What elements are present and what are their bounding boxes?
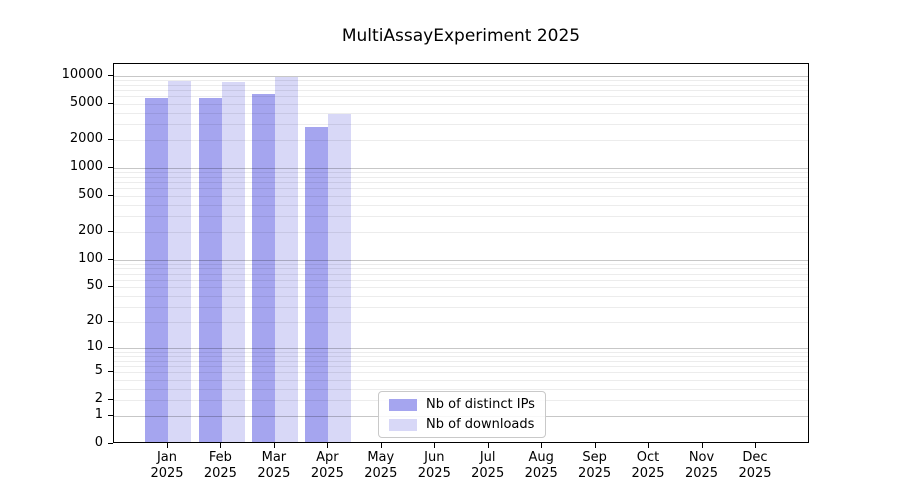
x-tick-mark xyxy=(327,443,329,448)
y-tick-label: 10000 xyxy=(61,67,103,82)
y-tick-mark xyxy=(108,231,113,233)
y-tick-mark xyxy=(108,102,113,104)
bar xyxy=(274,76,298,442)
x-tick-label: Jul 2025 xyxy=(456,450,520,482)
x-tick-mark xyxy=(273,443,275,448)
x-tick-label: Mar 2025 xyxy=(242,450,306,482)
x-tick-mark xyxy=(380,443,382,448)
x-tick-year: 2025 xyxy=(738,466,772,481)
x-tick-label: Aug 2025 xyxy=(509,450,573,482)
y-tick-mark xyxy=(108,167,113,168)
legend-label: Nb of downloads xyxy=(426,417,535,432)
legend-item: Nb of downloads xyxy=(389,417,535,432)
x-tick-month: Jul xyxy=(479,450,496,465)
x-tick-label: Oct 2025 xyxy=(616,450,680,482)
y-tick-mark xyxy=(108,258,113,260)
x-tick-month: Mar xyxy=(261,450,287,465)
bar xyxy=(251,93,275,442)
x-tick-label: Jan 2025 xyxy=(135,450,199,482)
x-tick-year: 2025 xyxy=(471,466,505,481)
x-tick-label: Nov 2025 xyxy=(670,450,734,482)
x-tick-year: 2025 xyxy=(257,466,291,481)
y-tick-label: 100 xyxy=(78,250,103,266)
y-tick-label: 20 xyxy=(86,313,103,329)
x-tick-month: Jun xyxy=(424,450,445,465)
y-tick-label: 10 xyxy=(86,339,103,355)
x-tick-year: 2025 xyxy=(364,466,398,481)
x-tick-mark xyxy=(167,443,168,448)
x-tick-mark xyxy=(701,443,703,448)
y-tick-mark xyxy=(108,347,113,349)
x-tick-year: 2025 xyxy=(417,466,451,481)
x-tick-year: 2025 xyxy=(310,466,344,481)
x-tick-month: Dec xyxy=(742,450,768,465)
x-tick-mark xyxy=(541,443,543,448)
y-tick-mark xyxy=(108,139,113,141)
legend-swatch xyxy=(389,418,417,431)
bar xyxy=(168,81,191,442)
y-tick-label: 1 xyxy=(94,407,103,423)
y-tick-mark xyxy=(108,75,113,76)
x-tick-label: Dec 2025 xyxy=(723,450,787,482)
y-tick-mark xyxy=(108,285,113,287)
x-tick-mark xyxy=(220,443,222,448)
x-tick-mark xyxy=(594,443,596,448)
chart-title: MultiAssayExperiment 2025 xyxy=(341,26,581,46)
y-tick-mark xyxy=(108,321,113,323)
legend-swatch xyxy=(389,398,417,411)
plot-area xyxy=(113,63,809,443)
bar xyxy=(328,113,352,442)
y-tick-label: 5000 xyxy=(69,94,103,110)
x-tick-month: Nov xyxy=(688,450,715,465)
x-tick-year: 2025 xyxy=(631,466,665,481)
x-tick-month: May xyxy=(367,450,395,465)
y-tick-label: 1000 xyxy=(69,159,103,174)
y-tick-label: 2 xyxy=(94,391,103,407)
x-tick-mark xyxy=(434,443,436,448)
y-tick-mark xyxy=(108,194,113,196)
y-tick-label: 0 xyxy=(94,435,103,450)
bar xyxy=(145,97,168,442)
bars-layer xyxy=(114,64,808,442)
x-tick-mark xyxy=(755,443,756,448)
x-tick-year: 2025 xyxy=(203,466,237,481)
bar xyxy=(305,127,329,442)
bar xyxy=(198,97,222,442)
y-tick-label: 5 xyxy=(94,363,103,379)
x-tick-mark xyxy=(487,443,489,448)
x-tick-label: May 2025 xyxy=(349,450,413,482)
x-tick-month: Sep xyxy=(582,450,607,465)
y-tick-label: 2000 xyxy=(69,131,103,147)
x-tick-year: 2025 xyxy=(578,466,612,481)
legend: Nb of distinct IPs Nb of downloads xyxy=(378,391,546,438)
legend-label: Nb of distinct IPs xyxy=(426,397,535,412)
y-tick-label: 200 xyxy=(78,223,103,239)
y-tick-mark xyxy=(108,371,113,373)
x-tick-mark xyxy=(648,443,649,448)
x-tick-month: Apr xyxy=(316,450,339,465)
y-tick-mark xyxy=(108,399,113,401)
y-tick-mark xyxy=(108,443,113,444)
x-tick-month: Aug xyxy=(528,450,554,465)
x-tick-label: Apr 2025 xyxy=(295,450,359,482)
y-tick-mark xyxy=(108,415,113,417)
bar xyxy=(221,82,245,442)
x-tick-year: 2025 xyxy=(150,466,184,481)
legend-item: Nb of distinct IPs xyxy=(389,397,535,412)
x-tick-month: Feb xyxy=(208,450,232,465)
x-tick-label: Sep 2025 xyxy=(563,450,627,482)
x-tick-month: Oct xyxy=(636,450,660,465)
y-tick-label: 50 xyxy=(86,277,103,293)
x-tick-month: Jan xyxy=(156,450,178,465)
x-tick-label: Jun 2025 xyxy=(402,450,466,482)
y-tick-label: 500 xyxy=(78,186,103,202)
x-tick-year: 2025 xyxy=(524,466,558,481)
x-tick-year: 2025 xyxy=(684,466,719,481)
x-tick-label: Feb 2025 xyxy=(188,450,252,482)
